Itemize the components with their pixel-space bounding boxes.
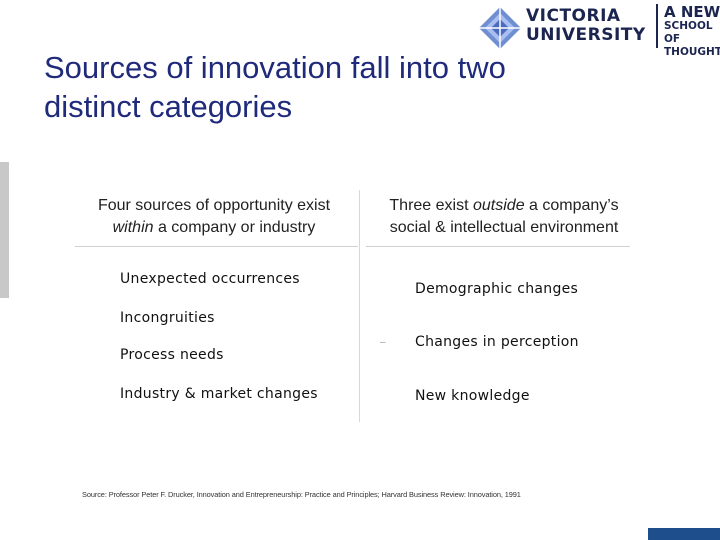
tagline-line2: SCHOOL OF — [664, 20, 713, 45]
right-header-pre: Three exist — [389, 197, 473, 214]
left-header-divider — [75, 246, 358, 247]
dash-mark: – — [380, 337, 386, 348]
right-list-item: Demographic changes — [415, 281, 579, 297]
university-logo: VICTORIA UNIVERSITY A NEW SCHOOL OF THOU… — [478, 4, 720, 58]
footer-accent-block — [648, 528, 720, 540]
left-header-rest: a company or industry — [153, 219, 316, 236]
right-header-line1: Three exist outside a company’s — [364, 195, 644, 217]
university-name-line1: VICTORIA — [526, 6, 621, 26]
column-divider — [359, 190, 360, 422]
side-accent-bar — [0, 162, 9, 298]
right-list-item: Changes in perception — [415, 334, 579, 350]
vu-diamond-icon — [479, 7, 521, 49]
left-header-emphasis: within — [112, 219, 154, 236]
left-header-line1: Four sources of opportunity exist — [97, 197, 331, 214]
left-list-item: Process needs — [120, 347, 224, 363]
right-column-header: Three exist outside a company’s social &… — [364, 195, 644, 239]
tagline-line3: THOUGHT — [664, 46, 720, 58]
left-column-header: Four sources of opportunity exist within… — [70, 195, 358, 239]
university-name-line2: UNIVERSITY — [526, 25, 646, 45]
logo-divider — [656, 4, 658, 48]
tagline-line1: A NEW — [664, 3, 720, 21]
left-header-line2: within a company or industry — [70, 217, 358, 239]
left-list-item: Industry & market changes — [120, 386, 318, 402]
slide-title: Sources of innovation fall into two dist… — [44, 50, 506, 124]
left-list-item: Unexpected occurrences — [120, 271, 300, 287]
right-list-item: New knowledge — [415, 388, 530, 404]
right-header-line2: social & intellectual environment — [389, 219, 619, 236]
left-list-item: Incongruities — [120, 310, 215, 326]
right-header-emphasis: outside — [473, 197, 525, 214]
right-header-divider — [366, 246, 630, 247]
university-name: VICTORIA UNIVERSITY — [526, 7, 646, 45]
logo-tagline: A NEW SCHOOL OF THOUGHT — [664, 4, 720, 59]
source-citation: Source: Professor Peter F. Drucker, Inno… — [82, 490, 521, 499]
right-header-post: a company’s — [524, 197, 619, 214]
